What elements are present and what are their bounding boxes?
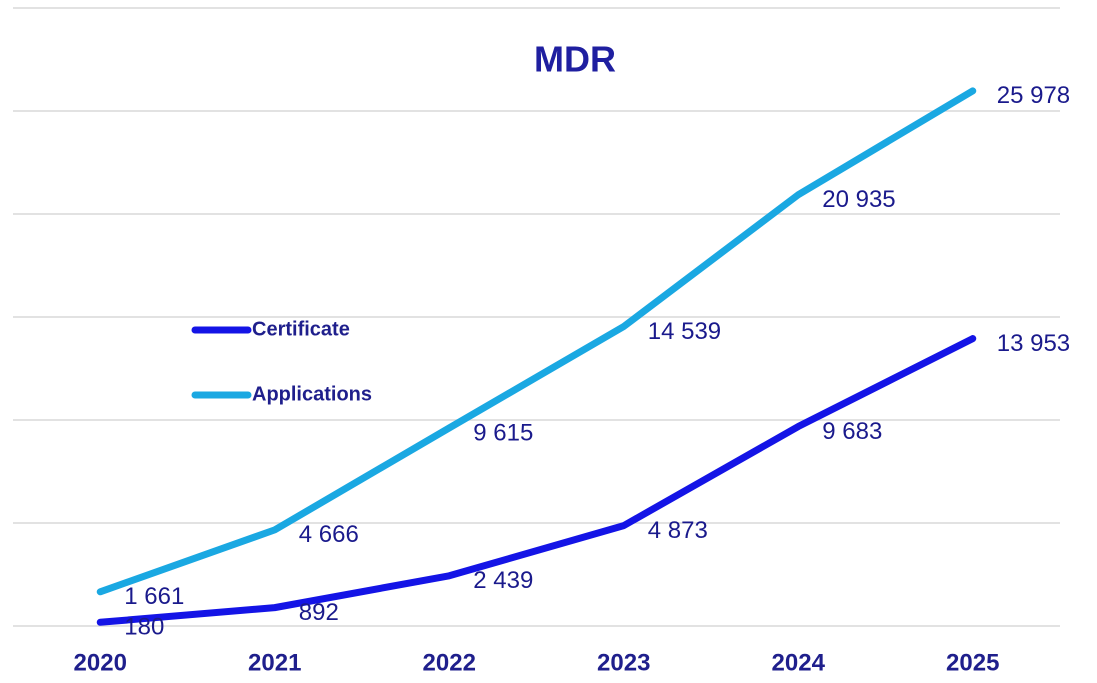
data-label: 20 935	[822, 186, 895, 213]
data-label: 25 978	[997, 82, 1070, 109]
chart-title: MDR	[534, 39, 616, 80]
legend-label: Applications	[252, 383, 372, 405]
data-label: 1 661	[124, 583, 184, 610]
x-tick-label: 2023	[597, 649, 650, 676]
data-label: 9 615	[473, 419, 533, 446]
data-label: 9 683	[822, 418, 882, 445]
x-tick-label: 2024	[772, 649, 826, 676]
data-label: 13 953	[997, 330, 1070, 357]
x-tick-label: 2021	[248, 649, 301, 676]
data-label: 14 539	[648, 318, 721, 345]
data-label: 4 873	[648, 517, 708, 544]
data-label: 2 439	[473, 567, 533, 594]
line	[96, 335, 977, 626]
x-tick-label: 2020	[74, 649, 127, 676]
x-tick-label: 2025	[946, 649, 999, 676]
data-label: 180	[124, 614, 164, 641]
data-label: 892	[299, 599, 339, 626]
x-tick-label: 2022	[423, 649, 476, 676]
line	[96, 87, 977, 596]
legend-label: Certificate	[252, 318, 350, 340]
data-label: 4 666	[299, 521, 359, 548]
